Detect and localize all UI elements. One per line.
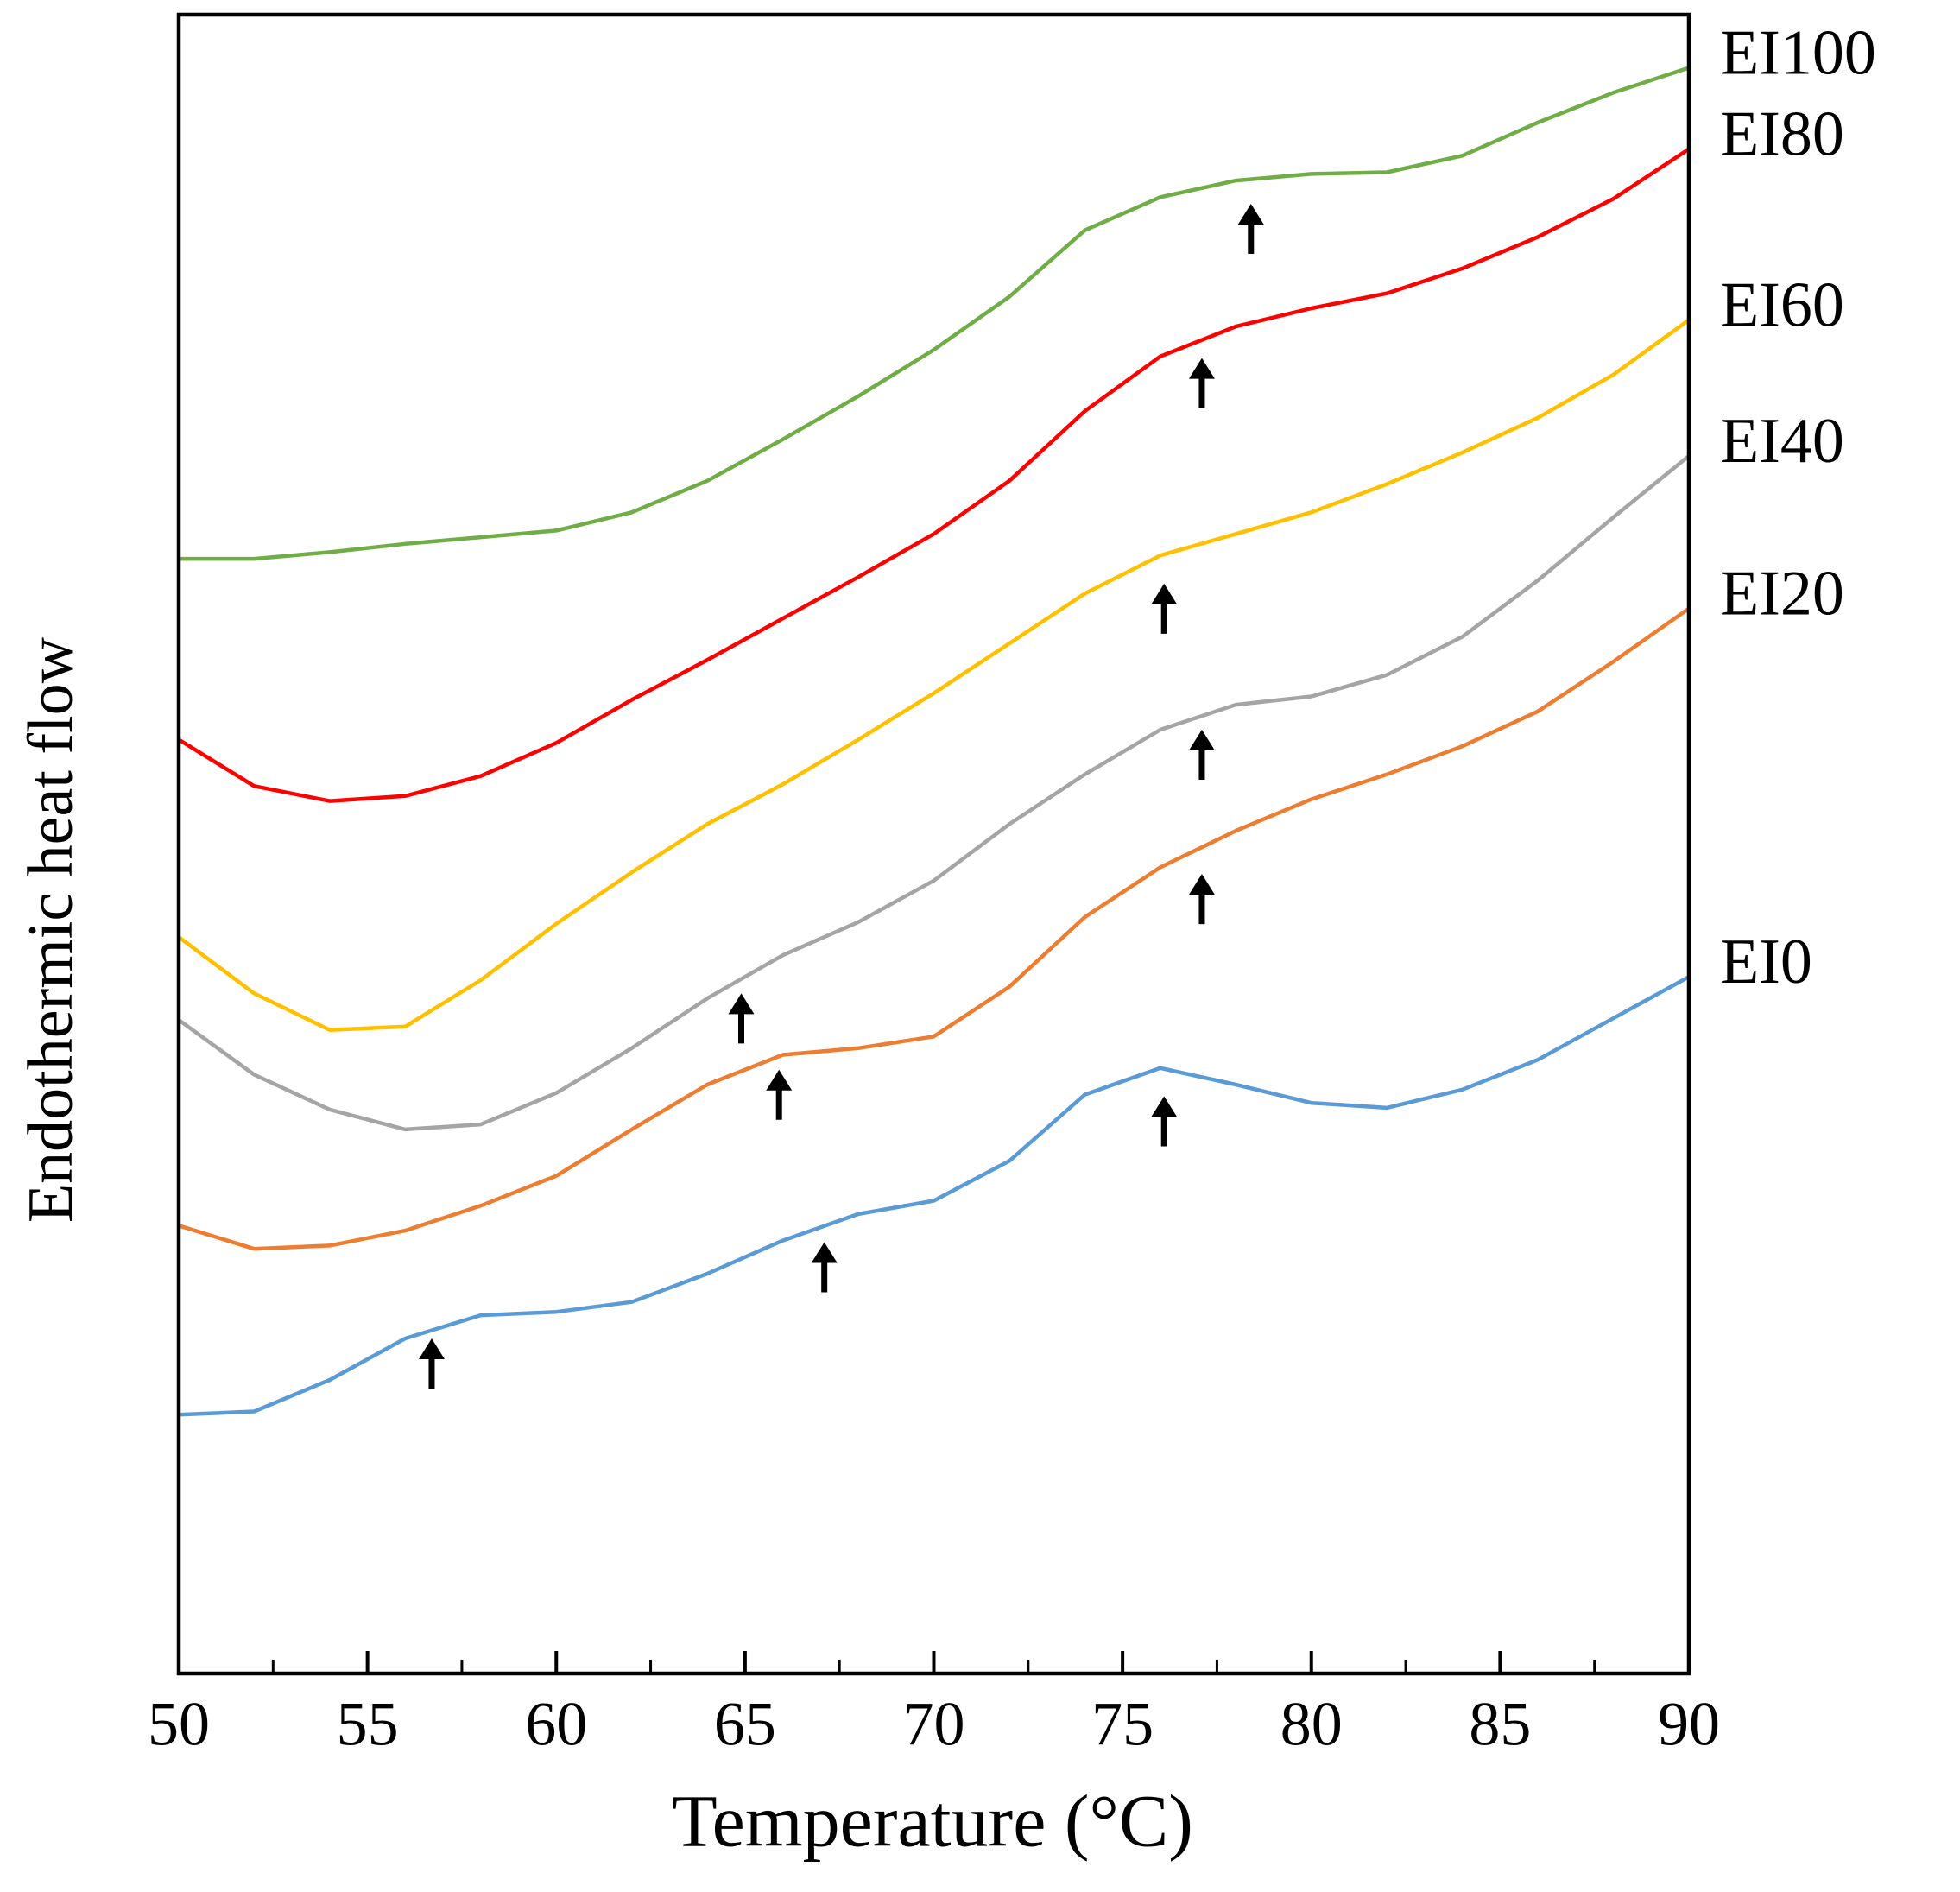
x-tick-label: 50 bbox=[148, 1690, 210, 1759]
arrow bbox=[766, 1069, 793, 1120]
data-line bbox=[179, 66, 1690, 561]
series-label: EI60 bbox=[1720, 269, 1844, 340]
arrow-head bbox=[418, 1338, 445, 1359]
data-line bbox=[177, 318, 1691, 1032]
arrow-head bbox=[728, 993, 755, 1015]
arrow-head bbox=[1188, 874, 1215, 895]
arrow-head bbox=[766, 1069, 793, 1091]
x-tick-label: 75 bbox=[1091, 1690, 1154, 1759]
arrow bbox=[1151, 583, 1178, 634]
plot-frame bbox=[176, 12, 1691, 1676]
x-axis-label: Temperature (°C) bbox=[672, 1780, 1193, 1863]
data-line bbox=[178, 975, 1691, 1417]
data-line bbox=[178, 606, 1691, 1251]
x-tick-label: 60 bbox=[525, 1690, 587, 1759]
data-line bbox=[177, 454, 1691, 1132]
series-label: EI40 bbox=[1720, 406, 1844, 477]
arrow bbox=[418, 1338, 445, 1389]
arrow bbox=[1188, 358, 1215, 408]
arrow bbox=[728, 993, 755, 1044]
y-axis-label: Endothermic heat flow bbox=[16, 636, 86, 1223]
x-tick-label: 70 bbox=[903, 1690, 965, 1759]
arrow-head bbox=[1237, 203, 1264, 225]
arrow-head bbox=[1151, 583, 1178, 604]
series-label: EI20 bbox=[1720, 559, 1844, 630]
arrow bbox=[1151, 1096, 1178, 1147]
x-tick-label: 65 bbox=[714, 1690, 776, 1759]
arrow bbox=[1188, 729, 1215, 780]
arrow-head bbox=[1188, 358, 1215, 379]
arrow bbox=[811, 1242, 838, 1293]
x-tick-label: 85 bbox=[1469, 1690, 1531, 1759]
series-label: EI80 bbox=[1720, 99, 1844, 170]
x-tick-label: 90 bbox=[1658, 1690, 1720, 1759]
arrow bbox=[1188, 874, 1215, 925]
arrow-head bbox=[1188, 729, 1215, 750]
x-tick-label: 55 bbox=[337, 1690, 399, 1759]
arrow bbox=[1237, 203, 1264, 254]
series-label: EI0 bbox=[1720, 927, 1812, 997]
series-label: EI100 bbox=[1720, 17, 1876, 88]
x-tick-label: 80 bbox=[1280, 1690, 1343, 1759]
data-line bbox=[177, 147, 1691, 803]
arrow-head bbox=[1151, 1096, 1178, 1117]
arrow-head bbox=[811, 1242, 838, 1263]
